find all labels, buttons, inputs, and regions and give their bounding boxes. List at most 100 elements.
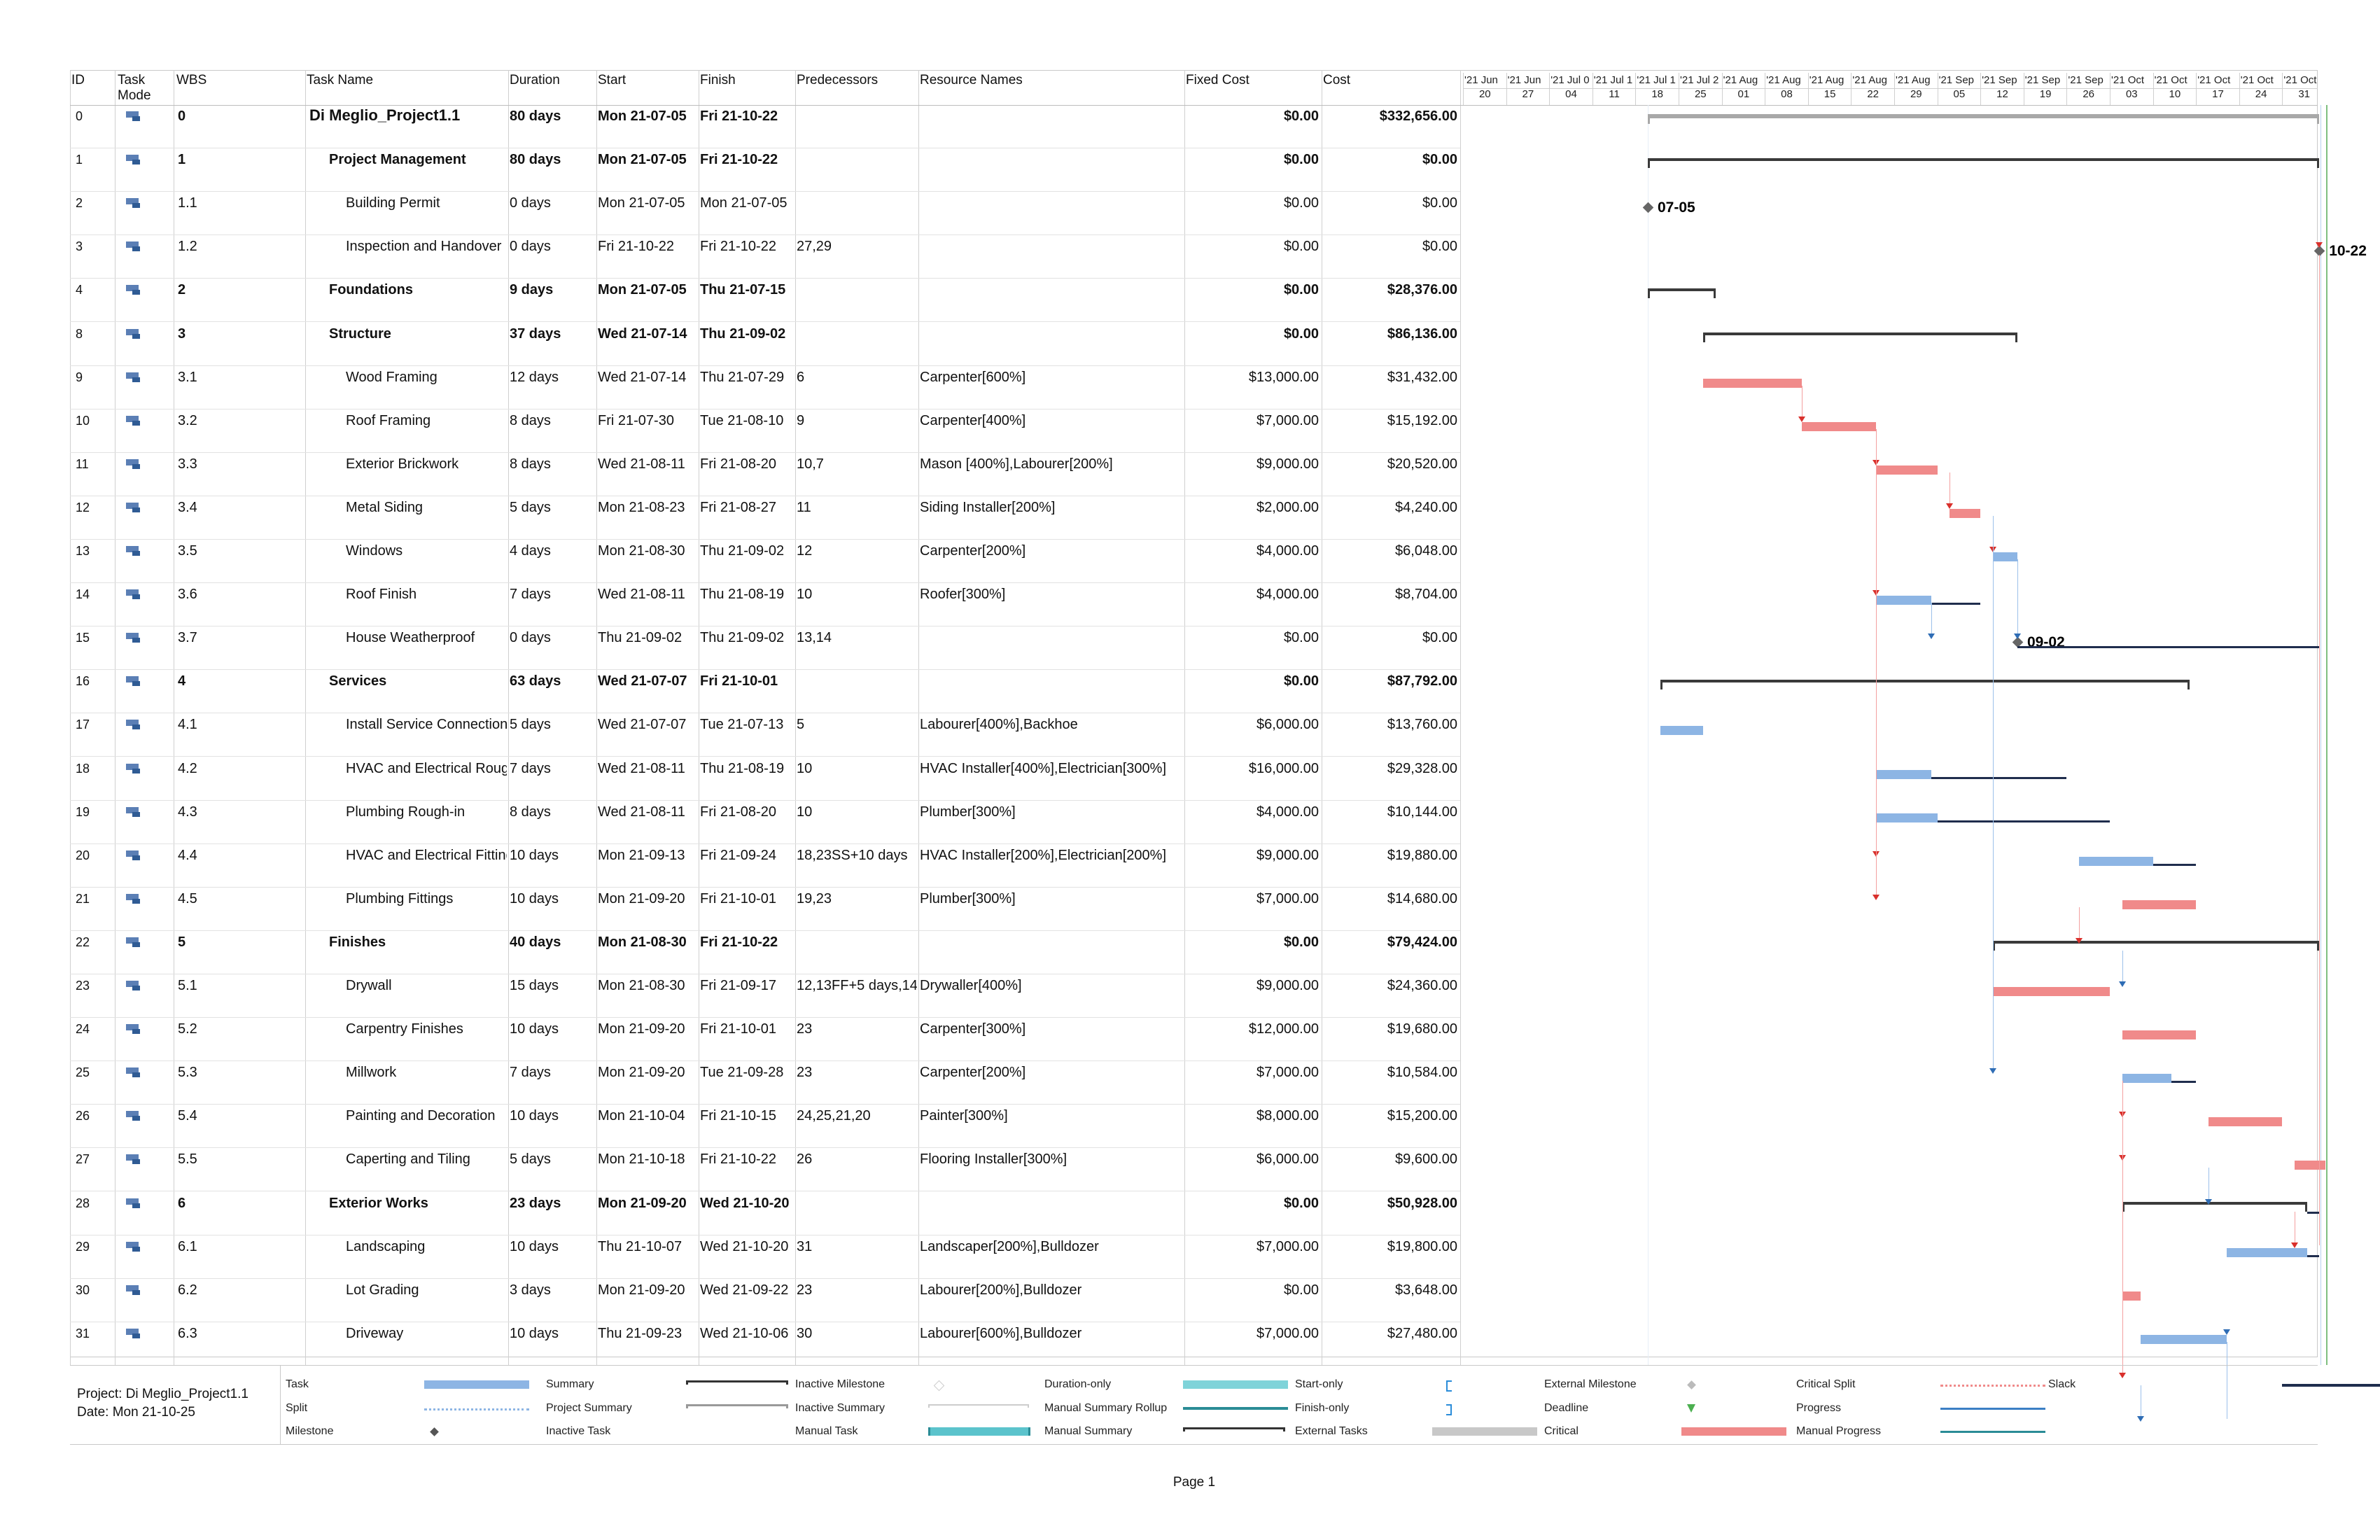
col-header-wbs[interactable]: WBS xyxy=(176,73,207,88)
summary-bar[interactable] xyxy=(1648,158,2320,162)
row-task-name[interactable]: Structure xyxy=(329,326,391,342)
col-header-cost[interactable]: Cost xyxy=(1323,73,1351,88)
critical-task-bar[interactable] xyxy=(2122,1291,2141,1301)
table-row[interactable]: 30 6.2 Lot Grading 3 days Mon 21-09-20 Wed 21… xyxy=(70,1279,1460,1322)
table-row[interactable]: 14 3.6 Roof Finish 7 days Wed 21-08-11 Thu 21… xyxy=(70,583,1460,627)
table-row[interactable]: 1 1 Project Management 80 days Mon 21-07-05 F… xyxy=(70,148,1460,192)
row-task-name[interactable]: HVAC and Electrical Fittings xyxy=(346,847,507,863)
summary-bar[interactable] xyxy=(1660,680,2190,683)
table-row[interactable]: 8 3 Structure 37 days Wed 21-07-14 Thu 21-09-… xyxy=(70,323,1460,366)
task-bar[interactable] xyxy=(1875,769,1931,779)
table-row[interactable]: 26 5.4 Painting and Decoration 10 days Mon 2… xyxy=(70,1105,1460,1149)
row-task-name[interactable]: Lot Grading xyxy=(346,1282,419,1298)
row-task-name[interactable]: Millwork xyxy=(346,1065,397,1081)
table-row[interactable]: 3 1.2 Inspection and Handover 0 days Fri 21-… xyxy=(70,235,1460,279)
row-task-name[interactable]: Exterior Brickwork xyxy=(346,456,459,472)
task-mode-icon-top xyxy=(126,1068,139,1074)
table-row[interactable]: 29 6.1 Landscaping 10 days Thu 21-10-07 Wed 2… xyxy=(70,1236,1460,1279)
row-task-name[interactable]: Finishes xyxy=(329,934,386,950)
table-row[interactable]: 11 3.3 Exterior Brickwork 8 days Wed 21-08-1… xyxy=(70,453,1460,496)
table-row[interactable]: 28 6 Exterior Works 23 days Mon 21-09-20 Wed … xyxy=(70,1192,1460,1236)
table-row[interactable]: 9 3.1 Wood Framing 12 days Wed 21-07-14 Thu 2… xyxy=(70,366,1460,410)
summary-bar[interactable] xyxy=(1648,288,1716,292)
table-row[interactable]: 27 5.5 Caperting and Tiling 5 days Mon 21-10… xyxy=(70,1148,1460,1192)
summary-bar[interactable] xyxy=(1703,332,2017,335)
row-task-name[interactable]: Landscaping xyxy=(346,1238,426,1254)
col-header-task-mode[interactable]: Task Mode xyxy=(118,73,151,103)
table-row[interactable]: 16 4 Services 63 days Wed 21-07-07 Fri 21-10-… xyxy=(70,670,1460,714)
critical-task-bar[interactable] xyxy=(2122,1030,2197,1040)
row-start: Thu 21-10-07 xyxy=(598,1238,682,1254)
critical-task-bar[interactable] xyxy=(2208,1117,2283,1127)
row-task-name[interactable]: Project Management xyxy=(329,152,466,168)
table-row[interactable]: 4 2 Foundations 9 days Mon 21-07-05 Thu 21-07… xyxy=(70,279,1460,323)
project-summary-bar[interactable] xyxy=(1648,114,2320,118)
table-row[interactable]: 22 5 Finishes 40 days Mon 21-08-30 Fri 21-10-… xyxy=(70,931,1460,974)
row-task-name[interactable]: Roof Finish xyxy=(346,587,417,603)
critical-task-bar[interactable] xyxy=(2295,1161,2325,1170)
row-task-name[interactable]: Painting and Decoration xyxy=(346,1108,496,1124)
summary-bar[interactable] xyxy=(2122,1201,2307,1205)
table-row[interactable]: 31 6.3 Driveway 10 days Thu 21-09-23 Wed 21-1… xyxy=(70,1322,1460,1366)
row-task-name[interactable]: Install Service Connections xyxy=(346,717,507,733)
row-task-name[interactable]: Services xyxy=(329,673,387,690)
row-task-name[interactable]: HVAC and Electrical Rough-in xyxy=(346,760,507,776)
col-header-task-name[interactable]: Task Name xyxy=(307,73,374,88)
critical-task-bar[interactable] xyxy=(1802,421,1876,431)
task-bar[interactable] xyxy=(1875,813,1938,822)
task-bar[interactable] xyxy=(1875,596,1931,606)
table-row[interactable]: 17 4.1 Install Service Connections 5 days We… xyxy=(70,713,1460,757)
row-task-name[interactable]: Caperting and Tiling xyxy=(346,1152,470,1168)
row-task-name[interactable]: House Weatherproof xyxy=(346,630,475,646)
summary-bar[interactable] xyxy=(1992,940,2320,944)
row-task-name[interactable]: Di Meglio_Project1.1 xyxy=(309,107,461,124)
row-task-name[interactable]: Driveway xyxy=(346,1325,404,1341)
table-row[interactable]: 25 5.3 Millwork 7 days Mon 21-09-20 Tue 21-09… xyxy=(70,1061,1460,1105)
row-task-name[interactable]: Building Permit xyxy=(346,195,440,211)
table-row[interactable]: 10 3.2 Roof Framing 8 days Fri 21-07-30 Tue 2… xyxy=(70,410,1460,453)
table-row[interactable]: 15 3.7 House Weatherproof 0 days Thu 21-09-0… xyxy=(70,626,1460,671)
row-task-name[interactable]: Foundations xyxy=(329,282,413,298)
table-row[interactable]: 2 1.1 Building Permit 0 days Mon 21-07-05 Mon… xyxy=(70,192,1460,236)
task-mode-icon-top xyxy=(126,676,139,683)
table-row[interactable]: 18 4.2 HVAC and Electrical Rough-in7 days W… xyxy=(70,757,1460,801)
critical-task-bar[interactable] xyxy=(1992,987,2110,996)
task-bar[interactable] xyxy=(2141,1334,2227,1344)
row-task-name[interactable]: Carpentry Finishes xyxy=(346,1021,463,1037)
row-task-name[interactable]: Inspection and Handover xyxy=(346,239,502,255)
critical-task-bar[interactable] xyxy=(2122,899,2197,909)
col-header-finish[interactable]: Finish xyxy=(700,73,736,88)
table-row[interactable]: 21 4.5 Plumbing Fittings 10 days Mon 21-09-2… xyxy=(70,888,1460,931)
table-row[interactable]: 19 4.3 Plumbing Rough-in 8 days Wed 21-08-11… xyxy=(70,801,1460,844)
col-header-id[interactable]: ID xyxy=(71,73,85,88)
row-task-name[interactable]: Wood Framing xyxy=(346,369,438,385)
task-bar[interactable] xyxy=(2227,1247,2307,1257)
task-bar[interactable] xyxy=(1660,726,1704,736)
row-task-name[interactable]: Plumbing Rough-in xyxy=(346,804,465,820)
row-resources: Carpenter[600%] xyxy=(920,369,1026,385)
task-bar[interactable] xyxy=(1992,552,2017,561)
row-task-name[interactable]: Exterior Works xyxy=(329,1195,428,1211)
critical-task-bar[interactable] xyxy=(1703,378,1802,388)
row-task-name[interactable]: Roof Framing xyxy=(346,412,431,428)
task-bar[interactable] xyxy=(2079,856,2153,866)
col-header-start[interactable]: Start xyxy=(598,73,626,88)
col-header-fixed-cost[interactable]: Fixed Cost xyxy=(1186,73,1250,88)
row-task-name[interactable]: Drywall xyxy=(346,978,392,993)
col-header-duration[interactable]: Duration xyxy=(510,73,560,88)
col-header-predecessors[interactable]: Predecessors xyxy=(797,73,878,88)
table-row[interactable]: 23 5.1 Drywall 15 days Mon 21-08-30 Fri 21-09… xyxy=(70,974,1460,1018)
row-cost: $3,648.00 xyxy=(1395,1282,1457,1298)
task-bar[interactable] xyxy=(2122,1074,2171,1084)
col-header-resource-names[interactable]: Resource Names xyxy=(920,73,1023,88)
table-row[interactable]: 20 4.4 HVAC and Electrical Fittings 10 days… xyxy=(70,844,1460,888)
critical-task-bar[interactable] xyxy=(1949,508,1981,518)
table-row[interactable]: 12 3.4 Metal Siding 5 days Mon 21-08-23 Fri 2… xyxy=(70,496,1460,540)
table-row[interactable]: 13 3.5 Windows 4 days Mon 21-08-30 Thu 21-09-… xyxy=(70,540,1460,584)
row-task-name[interactable]: Plumbing Fittings xyxy=(346,890,454,906)
row-task-name[interactable]: Windows xyxy=(346,543,403,559)
table-row[interactable]: 24 5.2 Carpentry Finishes 10 days Mon 21-09-… xyxy=(70,1018,1460,1062)
critical-task-bar[interactable] xyxy=(1875,465,1938,475)
table-row[interactable]: 0 0 Di Meglio_Project1.1 80 days Mon 21-07-0… xyxy=(70,105,1460,149)
row-task-name[interactable]: Metal Siding xyxy=(346,499,424,515)
